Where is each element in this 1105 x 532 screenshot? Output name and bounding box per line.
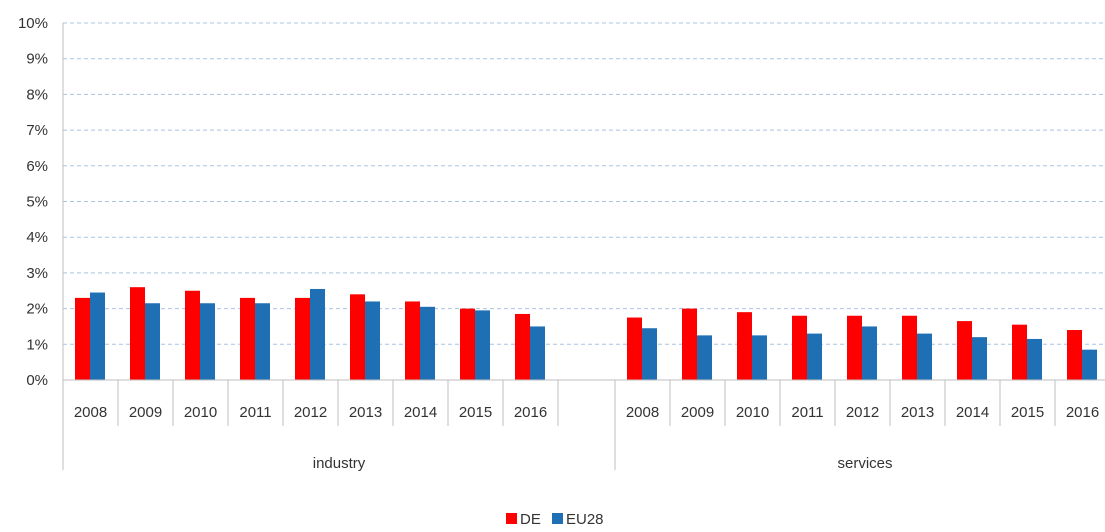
- group-label-industry: industry: [313, 455, 366, 472]
- bar-industry-eu28-2015: [475, 310, 490, 380]
- category-label: 2011: [239, 404, 271, 421]
- bar-industry-de-2009: [130, 287, 145, 380]
- legend-swatch-eu28: [552, 513, 563, 524]
- y-tick-label: 2%: [26, 301, 48, 318]
- bar-services-de-2015: [1012, 324, 1027, 380]
- bar-industry-de-2011: [240, 297, 255, 380]
- bar-industry-eu28-2008: [90, 292, 105, 380]
- category-label: 2015: [459, 404, 492, 421]
- legend: DE EU28: [506, 511, 604, 528]
- bar-services-eu28-2013: [917, 333, 932, 380]
- y-tick-label: 3%: [26, 265, 48, 282]
- bars: [75, 287, 1097, 380]
- y-tick-label: 5%: [26, 194, 48, 211]
- group-label-services: services: [837, 455, 892, 472]
- bar-services-de-2014: [957, 321, 972, 380]
- bar-services-eu28-2009: [697, 335, 712, 380]
- category-label: 2016: [1066, 404, 1099, 421]
- legend-label-eu28: EU28: [566, 511, 604, 528]
- category-label: 2011: [791, 404, 823, 421]
- y-tick-label: 6%: [26, 158, 48, 175]
- bar-industry-de-2016: [515, 313, 530, 380]
- legend-label-de: DE: [520, 511, 541, 528]
- category-label: 2015: [1011, 404, 1044, 421]
- category-label: 2014: [956, 404, 989, 421]
- bar-services-de-2010: [737, 312, 752, 380]
- bar-services-eu28-2012: [862, 326, 877, 380]
- bar-industry-eu28-2016: [530, 326, 545, 380]
- bar-industry-eu28-2013: [365, 301, 380, 380]
- bar-services-de-2016: [1067, 330, 1082, 380]
- category-axis: 2008 2009 2010 2011 2012 2013 2014 2015 2016 indu…: [62, 379, 1105, 472]
- category-label: 2008: [74, 404, 107, 421]
- y-tick-label: 1%: [26, 336, 48, 353]
- bar-services-eu28-2016: [1082, 349, 1097, 380]
- bar-industry-de-2013: [350, 294, 365, 380]
- gridlines: [62, 22, 1105, 380]
- bar-industry-eu28-2011: [255, 303, 270, 380]
- legend-swatch-de: [506, 513, 517, 524]
- bar-services-de-2011: [792, 315, 807, 380]
- bar-services-eu28-2015: [1027, 338, 1042, 380]
- bar-services-de-2013: [902, 315, 917, 380]
- y-tick-label: 10%: [18, 15, 48, 32]
- bar-services-eu28-2008: [642, 328, 657, 380]
- y-tick-label: 7%: [26, 122, 48, 139]
- bar-industry-de-2014: [405, 301, 420, 380]
- bar-industry-de-2012: [295, 297, 310, 380]
- bar-industry-de-2015: [460, 308, 475, 380]
- y-tick-label: 4%: [26, 229, 48, 246]
- category-label: 2012: [846, 404, 879, 421]
- category-label: 2010: [184, 404, 217, 421]
- category-label: 2010: [736, 404, 769, 421]
- category-label: 2013: [349, 404, 382, 421]
- category-label: 2013: [901, 404, 934, 421]
- category-label: 2009: [681, 404, 714, 421]
- bar-industry-eu28-2012: [310, 288, 325, 380]
- category-label: 2008: [626, 404, 659, 421]
- bar-services-de-2008: [627, 317, 642, 380]
- bar-industry-eu28-2014: [420, 306, 435, 380]
- category-label: 2009: [129, 404, 162, 421]
- bar-industry-eu28-2009: [145, 303, 160, 380]
- bar-services-eu28-2010: [752, 335, 767, 380]
- y-tick-label: 9%: [26, 51, 48, 68]
- category-label: 2016: [514, 404, 547, 421]
- bar-services-eu28-2014: [972, 337, 987, 380]
- y-tick-label: 0%: [26, 372, 48, 389]
- category-label: 2014: [404, 404, 437, 421]
- bar-industry-de-2010: [185, 290, 200, 380]
- bar-services-de-2012: [847, 315, 862, 380]
- bar-industry-eu28-2010: [200, 303, 215, 380]
- bar-industry-de-2008: [75, 297, 90, 380]
- category-label: 2012: [294, 404, 327, 421]
- bar-services-de-2009: [682, 308, 697, 380]
- y-tick-label: 8%: [26, 86, 48, 103]
- y-axis-ticks: 0% 1% 2% 3% 4% 5% 6% 7% 8% 9% 10%: [18, 15, 48, 389]
- bar-services-eu28-2011: [807, 333, 822, 380]
